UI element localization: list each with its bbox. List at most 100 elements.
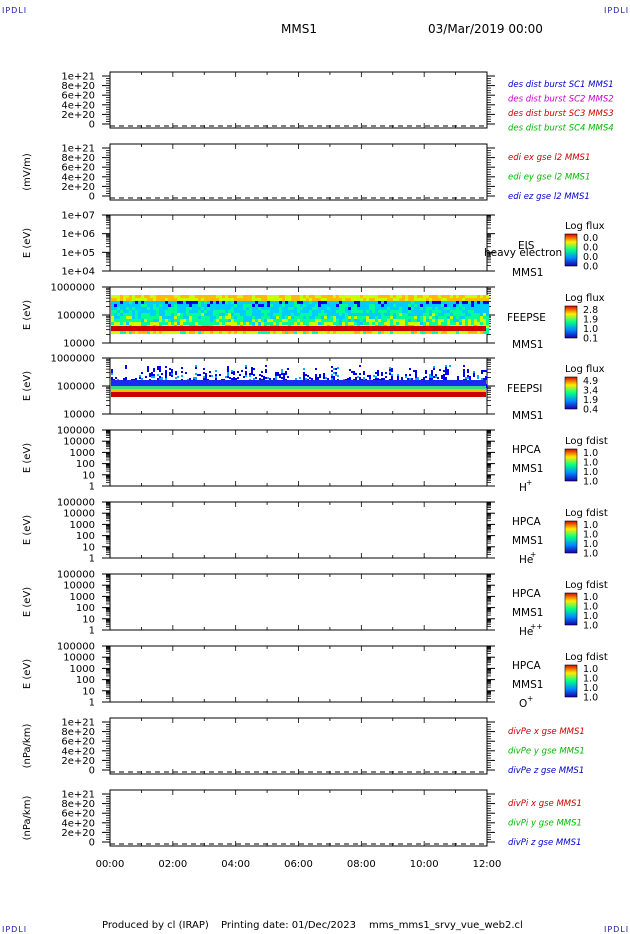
spectrogram-cell bbox=[429, 313, 432, 316]
spectrogram-cell bbox=[204, 304, 207, 307]
spectrogram-cell bbox=[263, 376, 265, 378]
y-tick-label: 10 bbox=[82, 686, 95, 697]
spectrogram-cell bbox=[156, 331, 159, 334]
spectrogram-cell bbox=[168, 316, 171, 319]
spectrogram-cell bbox=[463, 371, 465, 373]
spectrogram-cell bbox=[312, 298, 315, 301]
spectrogram-cell bbox=[227, 366, 229, 368]
spectrogram-cell bbox=[162, 322, 165, 325]
spectrogram-cell bbox=[405, 307, 408, 310]
spectrogram-cell bbox=[441, 310, 444, 313]
spectrogram-cell bbox=[297, 307, 300, 310]
spectrogram-cell bbox=[447, 371, 449, 373]
spectrogram-cell bbox=[261, 304, 264, 307]
spectrogram-cell bbox=[447, 295, 450, 298]
spectrogram-cell bbox=[198, 319, 201, 322]
spectrogram-cell bbox=[378, 322, 381, 325]
spectrogram-cell bbox=[237, 310, 240, 313]
y-tick-label: 100 bbox=[76, 531, 95, 542]
spectrogram-cell bbox=[486, 310, 489, 313]
spectrogram-cell bbox=[465, 304, 468, 307]
spectrogram-cell bbox=[331, 376, 333, 378]
spectrogram-cell bbox=[279, 313, 282, 316]
spectrogram-cell bbox=[354, 316, 357, 319]
spectrogram-cell bbox=[276, 322, 279, 325]
spectrogram-cell bbox=[267, 301, 270, 304]
spectrogram-cell bbox=[251, 373, 253, 375]
spectrogram-cell bbox=[132, 331, 135, 334]
spectrogram-cell bbox=[300, 322, 303, 325]
spectrogram-cell bbox=[240, 322, 243, 325]
spectrogram-cell bbox=[420, 313, 423, 316]
spectrogram-cell bbox=[447, 310, 450, 313]
spectrogram-cell bbox=[201, 295, 204, 298]
spectrogram-cell bbox=[264, 307, 267, 310]
spectrogram-cell bbox=[294, 331, 297, 334]
spectrogram-cell bbox=[138, 295, 141, 298]
spectrogram-cell bbox=[126, 313, 129, 316]
species-label: He bbox=[519, 554, 533, 566]
spectrogram-cell bbox=[474, 298, 477, 301]
spectrogram-cell bbox=[210, 298, 213, 301]
y-axis-label: E (eV) bbox=[22, 300, 33, 330]
spectrogram-cell bbox=[351, 307, 354, 310]
spectrogram-cell bbox=[165, 295, 168, 298]
spectrogram-cell bbox=[315, 319, 318, 322]
spectrogram-cell bbox=[483, 319, 486, 322]
spectrogram-cell bbox=[285, 307, 288, 310]
y-tick-label: 1e+07 bbox=[61, 211, 95, 222]
spectrogram-cell bbox=[481, 372, 483, 374]
spectrogram-cell bbox=[306, 319, 309, 322]
spectrogram-cell bbox=[465, 331, 468, 334]
spectrogram-cell bbox=[381, 374, 383, 376]
spectrogram-cell bbox=[144, 331, 147, 334]
spectrogram-cell bbox=[354, 313, 357, 316]
spectrogram-cell bbox=[258, 307, 261, 310]
spectrogram-cell bbox=[141, 310, 144, 313]
spectrogram-cell bbox=[312, 295, 315, 298]
spectrogram-cell bbox=[297, 331, 300, 334]
spectrogram-cell bbox=[429, 304, 432, 307]
spectrogram-cell bbox=[264, 298, 267, 301]
spectrogram-cell bbox=[255, 377, 257, 379]
spectrogram-cell bbox=[201, 310, 204, 313]
spectrogram-cell bbox=[282, 304, 285, 307]
spectrogram-cell bbox=[429, 378, 431, 380]
spectrogram-cell bbox=[285, 371, 287, 373]
spectrogram-cell bbox=[450, 295, 453, 298]
spectrogram-cell bbox=[399, 298, 402, 301]
spectrogram-cell bbox=[258, 304, 261, 307]
spectrogram-cell bbox=[396, 313, 399, 316]
y-tick-label: 1000 bbox=[70, 448, 95, 459]
spectrogram-cell bbox=[417, 316, 420, 319]
spectrogram-cell bbox=[264, 331, 267, 334]
spectrogram-cell bbox=[480, 316, 483, 319]
colorbar-tick-label: 1.0 bbox=[583, 611, 598, 622]
spectrogram-cell bbox=[342, 319, 345, 322]
spectrogram-cell bbox=[324, 322, 327, 325]
spectrogram-cell bbox=[138, 319, 141, 322]
spectrogram-cell bbox=[165, 322, 168, 325]
spectrogram-cell bbox=[222, 313, 225, 316]
spectrogram-cell bbox=[459, 331, 462, 334]
spectrogram-cell bbox=[396, 295, 399, 298]
spectrogram-cell bbox=[438, 307, 441, 310]
spectrogram-cell bbox=[165, 372, 167, 374]
spectrogram-cell bbox=[114, 298, 117, 301]
spectrogram-cell bbox=[375, 304, 378, 307]
spectrogram-cell bbox=[456, 322, 459, 325]
spectrogram-cell bbox=[288, 307, 291, 310]
spectrogram-cell bbox=[141, 313, 144, 316]
spectrogram-cell bbox=[408, 304, 411, 307]
spectrogram-cell bbox=[246, 331, 249, 334]
spectrogram-cell bbox=[291, 301, 294, 304]
spectrogram-cell bbox=[207, 301, 210, 304]
spectrogram-cell bbox=[205, 377, 207, 379]
spectrogram-cell bbox=[447, 369, 449, 371]
spectrogram-cell bbox=[120, 310, 123, 313]
spectrogram-cell bbox=[483, 304, 486, 307]
spectrogram-cell bbox=[192, 298, 195, 301]
y-tick-label: 100000 bbox=[57, 498, 95, 509]
spectrogram-cell bbox=[480, 295, 483, 298]
spectrogram-cell bbox=[189, 319, 192, 322]
